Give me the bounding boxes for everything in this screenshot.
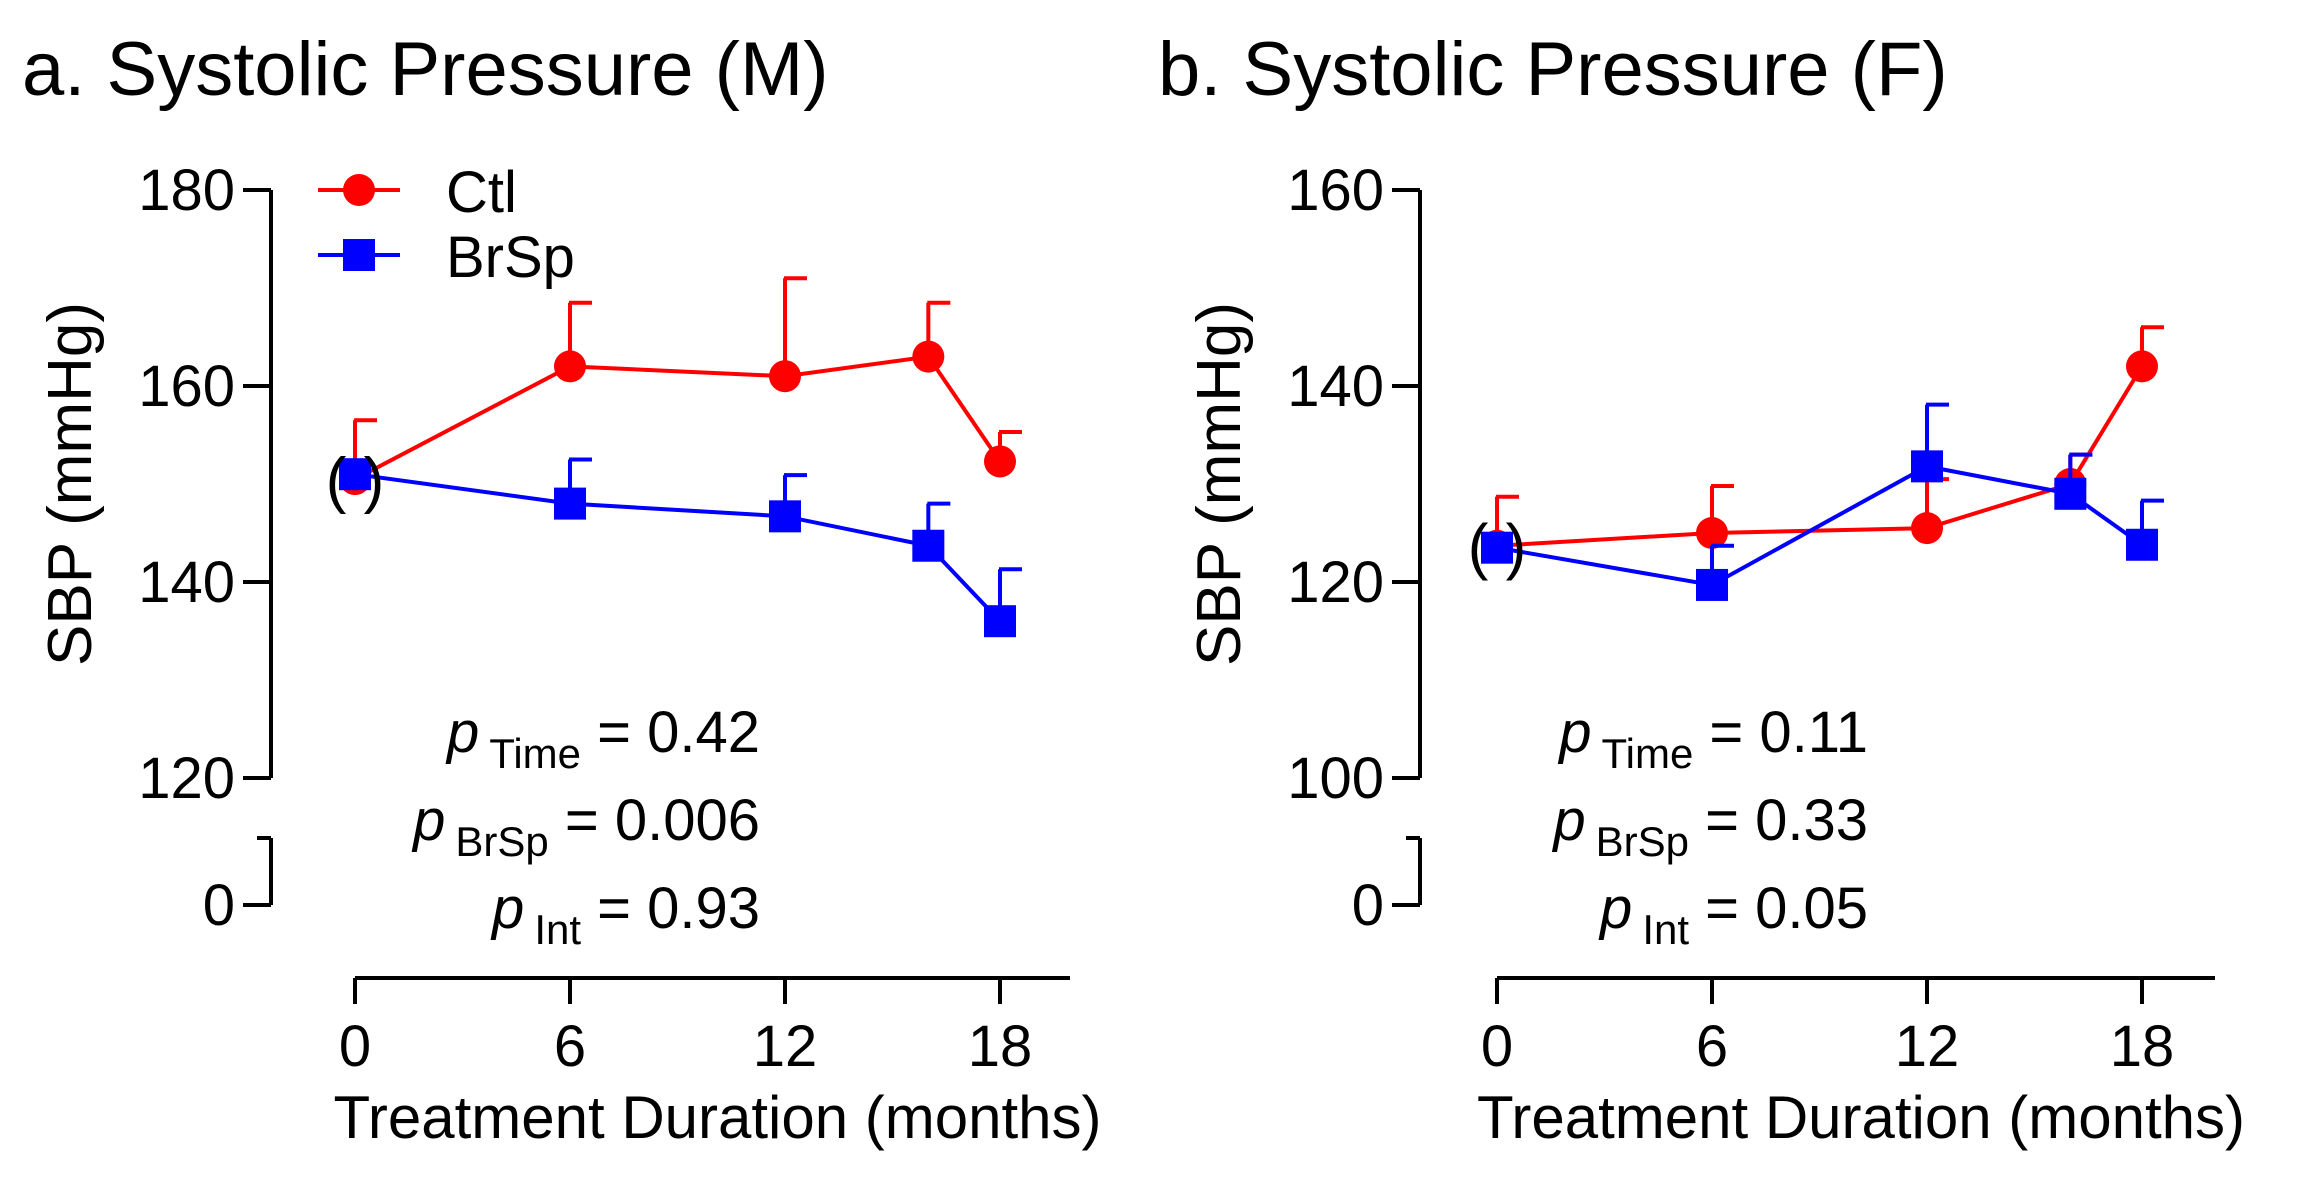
y-tick-label: 140 [138, 550, 235, 615]
p-subscript: Time [489, 730, 581, 777]
data-point [1696, 517, 1728, 549]
p-subscript: BrSp [1596, 818, 1689, 865]
data-point [984, 445, 1016, 478]
data-point [1696, 568, 1728, 601]
p-value: = 0.11 [1693, 700, 1868, 765]
data-point [1481, 531, 1513, 564]
baseline-marker: ( ) [326, 446, 385, 515]
x-tick-label: 12 [1895, 1014, 1960, 1079]
p-value: = 0.33 [1689, 788, 1868, 853]
baseline-marker: ( ) [1468, 513, 1527, 582]
p-subscript: BrSp [455, 818, 548, 865]
data-point [984, 605, 1016, 638]
data-point [2126, 528, 2158, 561]
y-axis-label: SBP (mmHg) [1185, 302, 1254, 666]
p-symbol: p [490, 876, 524, 941]
x-axis-label: Treatment Duration (months) [1477, 1084, 2245, 1151]
chart-title: b. Systolic Pressure (F) [1158, 27, 1948, 112]
p-subscript: Time [1602, 730, 1694, 777]
series-ctl [339, 276, 1022, 496]
data-point [554, 350, 586, 383]
data-point [912, 529, 945, 562]
x-tick-label: 18 [2110, 1014, 2175, 1079]
x-tick-label: 18 [968, 1014, 1033, 1079]
series-line [1496, 464, 2144, 588]
data-point [912, 340, 945, 373]
p-value-annotation: p Int = 0.05 [1598, 876, 1868, 953]
legend-label: BrSp [446, 225, 575, 290]
panel-a: a. Systolic Pressure (M)1201401601800SBP… [22, 27, 1102, 1151]
p-value-annotation: p BrSp = 0.006 [411, 788, 760, 865]
p-value: = 0.42 [581, 700, 760, 765]
p-value-annotation: p Time = 0.42 [445, 700, 760, 777]
x-tick-label: 6 [554, 1014, 586, 1079]
data-point [339, 458, 371, 491]
x-tick-label: 0 [339, 1014, 371, 1079]
y-tick-label: 120 [138, 746, 235, 811]
series-ctl [1481, 325, 2164, 562]
y-tick-label: 160 [138, 354, 235, 419]
p-value: = 0.05 [1689, 876, 1868, 941]
p-symbol: p [1551, 788, 1585, 853]
data-point [769, 360, 801, 393]
data-point [2054, 477, 2087, 510]
chart-title: a. Systolic Pressure (M) [22, 27, 829, 112]
y-tick-label-zero: 0 [203, 873, 235, 938]
legend-label: Ctl [446, 160, 517, 225]
x-tick-label: 12 [753, 1014, 818, 1079]
x-tick-label: 0 [1481, 1014, 1513, 1079]
y-tick-label: 160 [1287, 158, 1384, 223]
p-value-annotation: p Int = 0.93 [490, 876, 760, 953]
data-point [769, 500, 801, 533]
legend-marker [343, 174, 375, 206]
p-value: = 0.006 [549, 788, 760, 853]
p-subscript: Int [534, 906, 581, 953]
series-line [354, 354, 1002, 481]
data-point [554, 487, 586, 520]
series-line [1496, 365, 2144, 548]
y-tick-label: 140 [1287, 354, 1384, 419]
y-axis-label: SBP (mmHg) [36, 302, 105, 666]
p-symbol: p [411, 788, 445, 853]
p-symbol: p [1557, 700, 1591, 765]
legend-marker [343, 239, 375, 271]
p-value: = 0.93 [581, 876, 760, 941]
y-tick-label: 180 [138, 158, 235, 223]
p-symbol: p [1598, 876, 1632, 941]
series-line [354, 472, 1002, 623]
data-point [2126, 350, 2158, 383]
data-point [1911, 512, 1943, 545]
series-brsp [339, 457, 1022, 638]
p-subscript: Int [1642, 906, 1689, 953]
x-tick-label: 6 [1696, 1014, 1728, 1079]
y-tick-label: 100 [1287, 746, 1384, 811]
p-value-annotation: p Time = 0.11 [1557, 700, 1868, 777]
y-tick-label-zero: 0 [1352, 873, 1384, 938]
panel-b: b. Systolic Pressure (F)1001201401600SBP… [1158, 27, 2245, 1151]
data-point [1911, 450, 1943, 483]
p-symbol: p [445, 700, 479, 765]
p-value-annotation: p BrSp = 0.33 [1551, 788, 1868, 865]
series-brsp [1481, 402, 2164, 601]
y-tick-label: 120 [1287, 550, 1384, 615]
x-axis-label: Treatment Duration (months) [333, 1084, 1101, 1151]
